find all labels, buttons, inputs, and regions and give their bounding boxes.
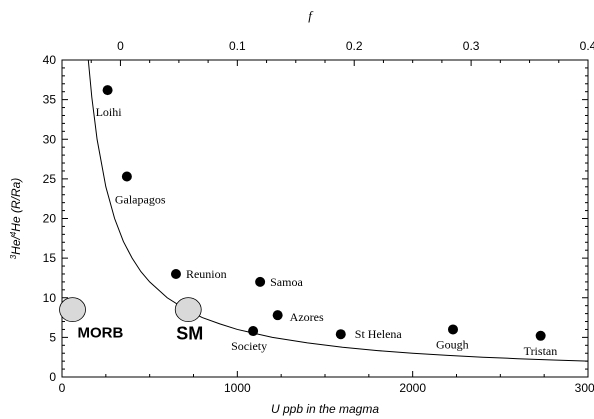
region-label: SM <box>176 324 203 344</box>
region-ellipse <box>59 297 86 323</box>
top-tick-label: 0 <box>117 39 124 53</box>
data-point-label: Society <box>231 339 267 353</box>
y-tick-label: 35 <box>43 93 57 107</box>
region-label: MORB <box>78 325 124 342</box>
data-point <box>535 330 546 341</box>
region-ellipse <box>174 297 202 323</box>
top-axis-title: f <box>308 8 314 23</box>
data-point-label: St Helena <box>355 327 403 341</box>
y-axis-title-part-he: He/ <box>9 235 23 255</box>
data-point <box>170 268 181 279</box>
x-tick-label: 0 <box>59 381 66 395</box>
data-point-label: Gough <box>436 337 469 351</box>
y-axis-title-part-ratio: He (R/Ra) <box>9 178 23 232</box>
y-axis-title-sup-3: 3 <box>9 254 18 259</box>
data-point-label: Reunion <box>186 267 227 281</box>
y-tick-label: 30 <box>43 132 57 146</box>
data-point-label: Azores <box>290 310 324 324</box>
y-tick-label: 25 <box>43 172 57 186</box>
y-tick-label: 0 <box>49 370 56 384</box>
y-tick-label: 15 <box>43 251 57 265</box>
data-point-label: Loihi <box>96 105 123 119</box>
y-tick-label: 20 <box>43 212 57 226</box>
y-axis-title: 3He/4He (R/Ra) <box>9 178 24 260</box>
data-point <box>248 326 259 337</box>
data-point-label: Galapagos <box>115 192 166 206</box>
plot-frame <box>61 59 589 378</box>
data-point <box>335 329 346 340</box>
data-point-label: Tristan <box>524 344 558 358</box>
x-axis-title: U ppb in the magma <box>271 402 379 416</box>
data-point <box>255 276 266 287</box>
x-tick-label: 2000 <box>399 381 426 395</box>
data-point <box>121 171 132 182</box>
y-tick-label: 40 <box>43 53 57 67</box>
data-point-label: Samoa <box>270 275 303 289</box>
regions-layer: MORB SM <box>59 297 203 344</box>
fit-curve <box>87 59 589 362</box>
top-tick-label: 0.1 <box>229 39 246 53</box>
y-tick-label: 5 <box>49 330 56 344</box>
y-tick-label: 10 <box>43 291 57 305</box>
top-tick-label: 0.3 <box>463 39 480 53</box>
points-layer: Loihi Galapagos Reunion Samoa Azores Society S… <box>96 85 558 358</box>
top-tick-label: 0.2 <box>346 39 363 53</box>
top-tick-label: 0.4 <box>580 39 594 53</box>
y-axis-title-sup-4: 4 <box>9 231 18 236</box>
x-tick-label: 1000 <box>224 381 251 395</box>
data-point <box>102 85 113 96</box>
data-point <box>447 324 458 335</box>
data-point <box>272 310 283 321</box>
